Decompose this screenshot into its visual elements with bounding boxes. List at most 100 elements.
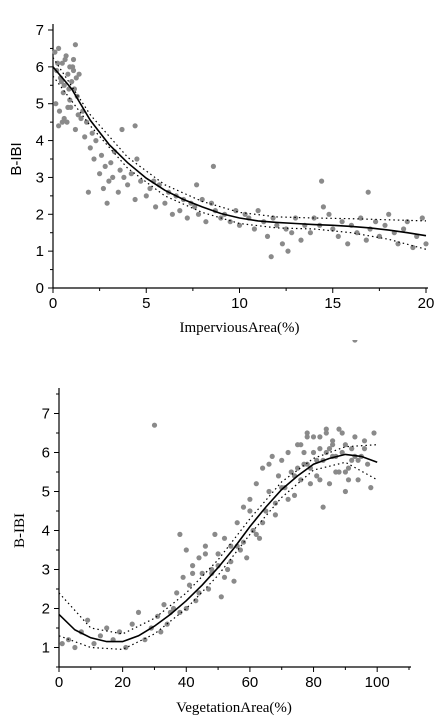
data-point	[72, 42, 78, 48]
data-point	[373, 219, 379, 225]
data-point	[106, 178, 112, 184]
data-point	[196, 590, 202, 596]
data-point	[304, 461, 310, 467]
data-point	[108, 160, 114, 166]
data-point	[147, 185, 153, 192]
data-point	[208, 200, 215, 206]
data-point	[104, 200, 110, 206]
data-point	[91, 641, 97, 647]
data-point	[330, 226, 336, 232]
data-point	[162, 200, 168, 206]
data-point	[345, 241, 351, 247]
data-point	[247, 508, 253, 514]
data-point	[361, 446, 368, 452]
data-point	[304, 430, 310, 436]
data-point	[53, 101, 59, 107]
data-point	[212, 531, 218, 537]
data-point	[272, 512, 278, 518]
data-point	[404, 219, 410, 225]
x-tick-label: 5	[142, 295, 150, 312]
data-point	[67, 97, 73, 103]
data-point	[361, 438, 368, 444]
data-point	[177, 531, 183, 537]
x-axis-label: VegetationArea(%)	[176, 700, 292, 716]
data-point	[242, 211, 248, 217]
data-point	[298, 477, 304, 483]
data-point	[151, 422, 158, 428]
data-point	[233, 208, 239, 214]
data-point	[336, 426, 342, 432]
data-point	[70, 64, 76, 70]
data-point	[221, 535, 228, 541]
data-point	[59, 119, 65, 125]
confidence-lower-line	[58, 461, 378, 651]
data-point	[192, 204, 198, 210]
data-point	[285, 496, 291, 502]
x-tick-label: 80	[305, 674, 322, 691]
confidence-lower-line	[52, 75, 427, 250]
data-point	[75, 112, 81, 118]
y-tick-label: 6	[36, 59, 44, 76]
data-point	[363, 237, 369, 243]
data-point	[186, 582, 193, 588]
data-point	[319, 178, 325, 184]
x-tick-label: 20	[418, 295, 435, 312]
data-point	[349, 446, 355, 452]
y-tick-label: 4	[36, 133, 44, 150]
data-point	[202, 543, 208, 549]
data-point	[253, 481, 259, 487]
data-point	[97, 633, 103, 639]
data-point	[250, 527, 256, 534]
y-tick-label: 3	[36, 169, 44, 186]
vegetation-area-chart: 0 20 40 60 80 100 1 2 3 4 5 6 7 VegetationArea(%) B-IB…	[12, 340, 411, 716]
confidence-upper-line	[52, 57, 427, 222]
x-tick-label: 10	[231, 295, 248, 312]
data-point	[93, 138, 99, 144]
data-point	[275, 473, 282, 479]
x-tick-label: 100	[365, 674, 390, 691]
data-point	[221, 574, 228, 580]
x-tick-label: 0	[55, 674, 63, 691]
y-tick-label: 5	[36, 96, 44, 113]
data-point	[255, 208, 261, 214]
data-point	[285, 449, 291, 456]
data-point	[355, 477, 361, 483]
data-point	[183, 547, 189, 553]
data-point	[240, 504, 247, 510]
data-point	[203, 219, 209, 225]
data-point	[87, 145, 93, 151]
data-point	[283, 226, 289, 232]
data-point	[423, 241, 429, 247]
data-point	[371, 430, 377, 436]
data-point	[335, 233, 341, 239]
data-point	[352, 434, 358, 440]
data-point	[205, 586, 212, 592]
data-point	[56, 45, 62, 52]
y-tick-label: 1	[36, 243, 44, 260]
data-point	[215, 551, 221, 557]
data-point	[184, 215, 190, 221]
data-point	[59, 60, 65, 66]
data-point	[190, 570, 196, 576]
data-point	[358, 215, 364, 221]
data-point	[279, 241, 285, 247]
data-point	[65, 71, 71, 77]
data-point	[142, 637, 148, 643]
data-point	[368, 485, 374, 491]
data-point	[266, 461, 272, 467]
data-point	[285, 248, 291, 254]
data-point	[272, 500, 278, 506]
y-tick-label: 7	[36, 22, 44, 39]
data-point	[345, 465, 352, 471]
y-tick-label: 6	[42, 445, 50, 462]
data-point	[310, 449, 317, 456]
data-point	[274, 222, 280, 228]
impervious-area-chart: 0 5 10 15 20 0 1 2 3 4 5 6 7 ImperviousArea(%) B-IBI	[8, 22, 435, 336]
data-point	[195, 211, 202, 217]
data-point	[85, 189, 91, 195]
data-point	[125, 182, 131, 188]
data-point	[401, 226, 407, 232]
data-point	[174, 590, 180, 596]
data-point	[339, 430, 345, 436]
data-point	[115, 189, 121, 195]
